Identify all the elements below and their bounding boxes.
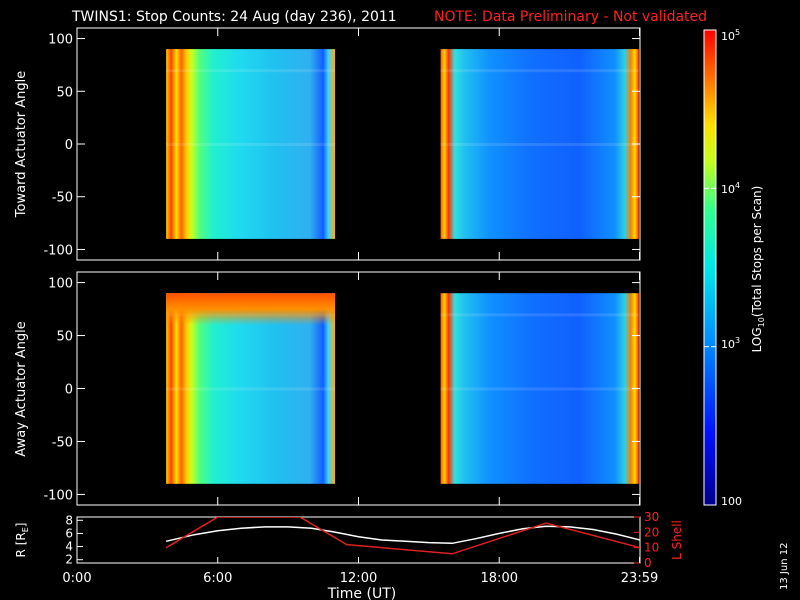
svg-text:103: 103	[721, 336, 740, 351]
colorbar-tick-mid-base: 10	[721, 183, 735, 196]
away-streak	[166, 387, 336, 391]
ephemeris-panel-frame	[76, 516, 641, 564]
colorbar-tick-hi-base: 10	[721, 30, 735, 43]
lshell-ytick-label: 30	[644, 510, 659, 524]
colorbar-tick-hi: 105	[721, 28, 740, 43]
r-ytick-label: 6	[65, 526, 73, 540]
svg-text:105: 105	[721, 28, 740, 43]
colorbar-tick-hi-exp: 5	[735, 28, 740, 37]
away-ytick-label: -100	[43, 488, 73, 503]
colorbar	[703, 29, 717, 506]
r-ytick-label: 4	[65, 540, 73, 554]
away-ylabel: Away Actuator Angle	[14, 321, 29, 456]
r-axis-label-main: R [R	[14, 532, 28, 557]
colorbar-tick-low-base: 10	[721, 338, 735, 351]
away-band-2	[440, 293, 639, 484]
away-streak	[440, 387, 639, 391]
away-ytick-label: 0	[65, 383, 73, 398]
time-xtick-label: 0:00	[62, 571, 91, 586]
time-xtick-label: 6:00	[203, 571, 232, 586]
colorbar-label: LOG10(Total Stops per Scan)	[750, 186, 766, 353]
time-xtick-label: 18:00	[481, 571, 518, 586]
toward-streak	[166, 143, 336, 146]
svg-text:104: 104	[721, 181, 740, 196]
r-axis-label-end: ]	[14, 523, 28, 528]
lshell-ytick-label: 20	[644, 525, 659, 539]
r-ytick-label: 8	[65, 513, 73, 527]
date-stamp: 13 Jun 12	[779, 543, 790, 590]
preliminary-note: NOTE: Data Preliminary - Not validated	[434, 9, 707, 25]
toward-band-2	[440, 49, 639, 239]
time-xtick-label: 12:00	[340, 571, 377, 586]
lshell-series-line	[165, 517, 640, 555]
toward-streak	[166, 69, 336, 73]
figure-title: TWINS1: Stop Counts: 24 Aug (day 236), 2…	[71, 9, 397, 25]
away-ytick-label: -50	[52, 435, 73, 450]
away-ytick-label: 50	[56, 330, 73, 345]
x-axis-label: Time (UT)	[327, 586, 396, 600]
toward-ylabel: Toward Actuator Angle	[14, 71, 29, 218]
r-axis-label: R [RE]	[14, 523, 30, 558]
time-xtick-label: 23:59	[621, 571, 658, 586]
toward-ytick-label: -50	[52, 191, 73, 206]
toward-streak	[440, 143, 639, 146]
lshell-ytick-label: 10	[644, 541, 659, 555]
colorbar-label-sub: 10	[757, 317, 766, 327]
toward-ytick-label: 50	[56, 85, 73, 100]
toward-streak	[440, 69, 639, 73]
colorbar-tick-bottom: 100	[721, 495, 742, 508]
colorbar-tick-mid-exp: 4	[735, 181, 740, 190]
r-ytick-label: 2	[65, 553, 73, 567]
colorbar-tick-mid: 104	[721, 181, 740, 196]
toward-ytick-label: -100	[43, 243, 73, 258]
colorbar-label-prefix: LOG	[750, 327, 764, 352]
away-high-angle-band	[166, 293, 336, 326]
lshell-axis-label: L Shell	[670, 520, 684, 560]
r-axis-label-sub: E	[21, 527, 30, 532]
toward-ytick-label: 100	[48, 33, 73, 48]
colorbar-tick-low: 103	[721, 336, 740, 351]
away-streak	[440, 313, 639, 317]
away-ytick-label: 100	[48, 277, 73, 292]
colorbar-label-suffix: (Total Stops per Scan)	[750, 186, 764, 317]
toward-ytick-label: 0	[65, 138, 73, 153]
toward-band-1	[166, 49, 336, 239]
lshell-ytick-label: 0	[644, 556, 652, 570]
colorbar-tick-low-exp: 3	[735, 336, 740, 345]
